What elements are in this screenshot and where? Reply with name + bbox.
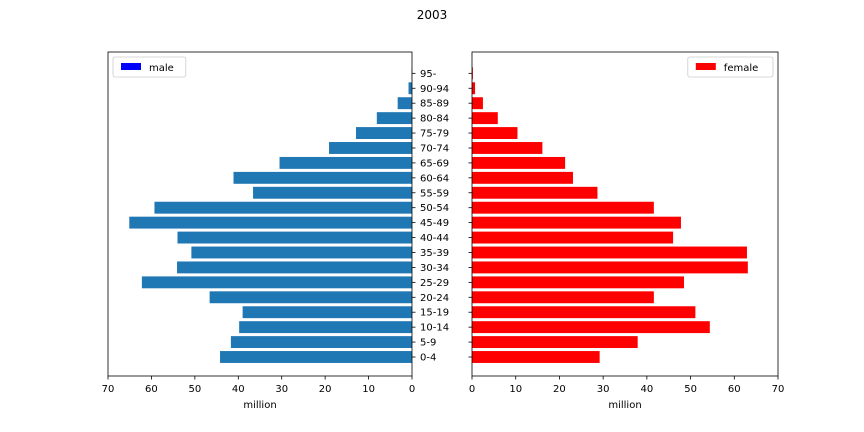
left-bar-60-64	[233, 171, 412, 184]
category-label-45-49: 45-49	[420, 218, 449, 229]
right-bar-15-19	[472, 306, 696, 319]
left-legend-swatch	[121, 63, 141, 70]
right-bar-5-9	[472, 336, 638, 349]
right-xtick-label: 60	[728, 384, 741, 395]
right-xtick-label: 50	[684, 384, 697, 395]
right-xtick-label: 20	[553, 384, 566, 395]
right-bar-50-54	[472, 201, 654, 214]
left-legend-box	[112, 56, 187, 78]
right-bar-35-39	[472, 246, 747, 259]
right-bar-65-69	[472, 156, 566, 169]
right-bar-90-94	[472, 82, 476, 95]
chart-title: 2003	[417, 8, 448, 22]
right-xtick-label: 10	[509, 384, 522, 395]
left-bar-30-34	[177, 261, 412, 274]
left-bar-85-89	[397, 97, 412, 110]
left-axes-frame	[107, 51, 413, 377]
category-label-60-64: 60-64	[420, 173, 449, 184]
left-bar-55-59	[253, 186, 412, 199]
right-xtick-label: 30	[597, 384, 610, 395]
category-label-90-94: 90-94	[420, 84, 449, 95]
left-bar-5-9	[230, 336, 412, 349]
right-bar-80-84	[472, 112, 498, 125]
category-label-95-: 95-	[420, 69, 437, 80]
right-bar-10-14	[472, 321, 710, 334]
right-axes-frame	[471, 51, 779, 377]
right-bar-70-74	[472, 142, 543, 154]
right-xtick-label: 0	[469, 384, 475, 395]
category-label-75-79: 75-79	[420, 129, 449, 140]
left-xtick-label: 50	[188, 384, 201, 395]
left-bar-20-24	[209, 291, 412, 304]
category-label-85-89: 85-89	[420, 99, 449, 110]
category-label-0-4: 0-4	[420, 353, 436, 364]
left-bar-40-44	[177, 231, 412, 244]
right-xtick-label: 40	[640, 384, 653, 395]
right-bar-45-49	[472, 216, 681, 229]
right-bar-95-	[472, 67, 473, 80]
right-legend-swatch	[695, 63, 716, 70]
category-label-25-29: 25-29	[420, 278, 449, 289]
left-xtick-label: 20	[319, 384, 332, 395]
left-xtick-label: 30	[275, 384, 288, 395]
category-label-5-9: 5-9	[420, 338, 436, 349]
right-bar-55-59	[472, 186, 598, 199]
left-bar-50-54	[154, 201, 412, 214]
category-label-35-39: 35-39	[420, 248, 449, 259]
right-bar-85-89	[472, 97, 483, 110]
category-label-30-34: 30-34	[420, 263, 449, 274]
labels-layer: 0 10 20 30 40 50 60 70 million 0 10 20 30 40 50 60 70 mil…	[102, 69, 785, 411]
right-bar-75-79	[472, 127, 518, 139]
left-bar-75-79	[355, 127, 412, 139]
legends-layer: male female	[112, 56, 774, 78]
left-bar-45-49	[129, 216, 412, 229]
left-xtick-label: 70	[102, 384, 115, 395]
axes-layer	[107, 51, 779, 380]
left-xaxis-label: million	[243, 400, 276, 411]
left-bar-10-14	[239, 321, 412, 334]
left-bar-90-94	[408, 82, 412, 95]
category-label-65-69: 65-69	[420, 158, 449, 169]
left-xtick-label: 10	[362, 384, 375, 395]
left-bar-25-29	[141, 276, 413, 289]
left-bar-35-39	[191, 246, 412, 259]
right-legend-box	[687, 56, 774, 78]
left-bar-0-4	[220, 351, 412, 363]
left-xtick-label: 0	[409, 384, 415, 395]
right-legend-label: female	[724, 63, 758, 74]
right-xaxis-label: million	[608, 400, 641, 411]
left-bar-80-84	[376, 112, 412, 125]
category-label-15-19: 15-19	[420, 308, 449, 319]
category-label-50-54: 50-54	[420, 203, 449, 214]
left-bar-15-19	[242, 306, 412, 319]
category-label-20-24: 20-24	[420, 293, 449, 304]
left-xtick-label: 60	[145, 384, 158, 395]
left-legend-label: male	[149, 63, 174, 74]
right-bar-30-34	[472, 261, 748, 274]
right-bar-60-64	[472, 171, 573, 184]
category-label-70-74: 70-74	[420, 143, 449, 154]
category-label-40-44: 40-44	[420, 233, 449, 244]
category-label-80-84: 80-84	[420, 114, 449, 125]
category-label-55-59: 55-59	[420, 188, 449, 199]
left-xtick-label: 40	[232, 384, 245, 395]
category-label-10-14: 10-14	[420, 323, 449, 334]
right-bar-20-24	[472, 291, 654, 304]
right-xtick-label: 70	[772, 384, 785, 395]
bars-layer	[129, 67, 748, 363]
right-bar-25-29	[472, 276, 685, 289]
right-bar-40-44	[472, 231, 674, 244]
left-bar-65-69	[279, 156, 412, 169]
right-bar-0-4	[472, 351, 600, 363]
left-bar-70-74	[329, 142, 412, 154]
